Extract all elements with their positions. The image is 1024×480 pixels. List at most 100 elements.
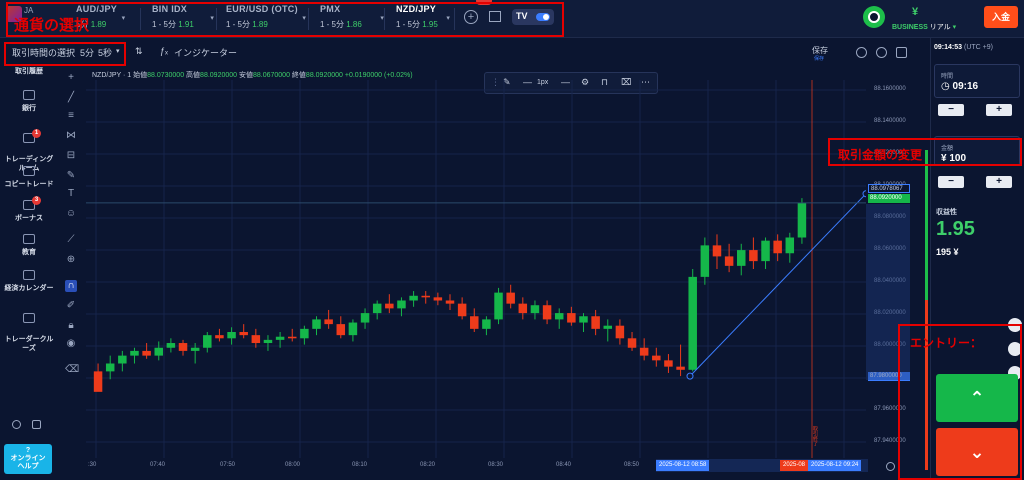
line-width-selector[interactable]: 1px	[537, 79, 549, 86]
zoom-icon[interactable]: ⊕	[66, 254, 76, 265]
candle-body	[251, 335, 261, 344]
compare-icon[interactable]: ⇅	[135, 46, 143, 56]
pattern-icon[interactable]: ⋈	[66, 130, 76, 141]
indicator-icon[interactable]: ƒₓ	[160, 46, 168, 56]
sidebar-item-education[interactable]: 教育	[0, 234, 58, 257]
trendline-handle[interactable]	[686, 372, 694, 380]
layout-icon[interactable]	[489, 11, 501, 22]
sidebar-item-copy-trade[interactable]: コピートレード	[0, 166, 58, 189]
price-tag-low: 87.9800000	[868, 372, 910, 381]
account-selector[interactable]: BUSINESS リアル ▾	[892, 24, 957, 31]
candle-body	[421, 295, 430, 298]
chevron-down-icon[interactable]: ▾	[302, 15, 306, 22]
time-plus-button[interactable]: +	[986, 104, 1012, 116]
online-help-button[interactable]: ? オンライン ヘルプ	[4, 444, 52, 474]
lock-icon[interactable]: 🔒︎	[68, 320, 74, 331]
avatar[interactable]	[863, 6, 885, 28]
help-label: オンライン ヘルプ	[10, 455, 46, 470]
indicator-button[interactable]: インジケーター	[174, 48, 238, 58]
asset-tab-bin-idx[interactable]: BIN IDX 1 - 5分 1.91 ▾	[152, 4, 214, 30]
settings-icon[interactable]: ⚙	[581, 77, 590, 87]
ruler-icon[interactable]: ⟋	[67, 234, 75, 245]
asset-tab-nzd-jpy[interactable]: NZD/JPY 1 - 5分 1.95 ▾	[396, 4, 450, 30]
sidebar-item-calendar[interactable]: 経済カレンダー	[0, 270, 58, 293]
buy-up-button[interactable]: ⌃	[936, 374, 1018, 422]
lock-icon[interactable]: ⊓	[601, 77, 609, 87]
crosshair-icon[interactable]: +	[68, 72, 74, 83]
trash-icon[interactable]: ⌧	[621, 77, 632, 87]
brush-icon[interactable]: ✎	[66, 170, 76, 181]
candle-body	[360, 313, 370, 323]
amount-field[interactable]: 金額 ¥ 100	[934, 136, 1020, 166]
save-button[interactable]: 保存	[812, 46, 828, 55]
time-axis-label: 08:20	[420, 462, 436, 468]
time-axis-label: 08:40	[556, 462, 572, 468]
time-minus-button[interactable]: −	[938, 104, 964, 116]
line-dash-icon[interactable]: —	[561, 77, 570, 87]
sidebar-item-bonus[interactable]: 3 ボーナス	[0, 196, 58, 223]
asset-tab-pmx[interactable]: PMX 1 - 5分 1.86 ▾	[320, 4, 384, 30]
chevron-down-icon[interactable]: ▾	[121, 15, 126, 22]
text-icon[interactable]: T	[67, 188, 75, 199]
info-icon[interactable]	[1008, 342, 1022, 356]
gear-icon[interactable]	[12, 420, 21, 429]
emoji-icon[interactable]: ☺	[65, 208, 77, 219]
channel-icon[interactable]: ⊟	[66, 150, 76, 161]
toggle-switch[interactable]	[536, 13, 550, 21]
drag-icon[interactable]: ⋮	[491, 77, 500, 87]
asset-name: BIN IDX	[152, 4, 188, 14]
time-field[interactable]: 時間 ◷ 09:16	[934, 64, 1020, 98]
chevron-down-icon[interactable]: ▾	[210, 15, 214, 22]
sidebar-item-trading-room[interactable]: 1 トレーディング ルーム	[0, 124, 58, 173]
magnet-icon[interactable]: ∩	[65, 280, 77, 292]
sound-icon[interactable]	[32, 420, 41, 429]
fib-icon[interactable]: ≡	[68, 110, 74, 121]
chart-settings-icon[interactable]	[886, 462, 895, 471]
pencil-lock-icon[interactable]: ✐	[66, 300, 76, 311]
amount-minus-button[interactable]: −	[938, 176, 964, 188]
amount-plus-button[interactable]: +	[986, 176, 1012, 188]
notification-badge: 1	[32, 129, 41, 138]
price-chart[interactable]	[86, 80, 866, 458]
candle-body	[300, 328, 309, 339]
change-value: +0.0190000 (+0.02%)	[344, 72, 413, 79]
asset-tab-aud-jpy[interactable]: AUD/JPY 5分 1.89 ▾	[76, 4, 125, 30]
settings-icon[interactable]	[876, 47, 887, 58]
asset-tab-eur-usd-otc[interactable]: EUR/USD (OTC) 1 - 5分 1.89 ▾	[226, 4, 306, 30]
sidebar-item-cruise[interactable]: トレーダークル ーズ	[0, 304, 58, 353]
asset-time: 5分	[76, 20, 89, 29]
trash-icon[interactable]: ⌫	[65, 364, 80, 375]
price-axis-label: 88.0400000	[874, 278, 906, 284]
chevron-down-icon[interactable]: ▾	[446, 15, 450, 22]
timeframe-selector[interactable]: 5分	[80, 48, 95, 58]
more-icon[interactable]: ⋯	[641, 77, 650, 87]
sidebar-item-history[interactable]: 取引履歴	[0, 66, 58, 76]
top-bar: JA AUD/JPY 5分 1.89 ▾ BIN IDX 1 - 5分 1.91…	[0, 0, 1024, 38]
trendline-handle[interactable]	[862, 190, 866, 198]
time-axis-label: 07:40	[150, 462, 166, 468]
trendline-icon[interactable]: ╱	[67, 92, 75, 103]
time-axis-label: 08:50	[624, 462, 640, 468]
close-label: 終値	[291, 72, 306, 79]
sidebar-item-label: コピートレード	[4, 181, 54, 188]
interval-selector[interactable]: 5秒	[98, 48, 113, 58]
chevron-down-icon[interactable]: ▾	[380, 15, 384, 22]
sell-down-button[interactable]: ⌄	[936, 428, 1018, 476]
candle-body	[518, 303, 528, 314]
eye-icon[interactable]: ◉	[66, 338, 76, 349]
chevron-down-icon[interactable]: ▾	[116, 48, 120, 55]
asset-time: 1 - 5分	[152, 20, 177, 29]
platform-logo[interactable]	[6, 6, 22, 22]
pencil-icon[interactable]: ✎	[503, 77, 511, 87]
camera-icon[interactable]	[896, 47, 907, 58]
add-asset-icon[interactable]: +	[464, 10, 478, 24]
deposit-button[interactable]: 入金	[984, 6, 1018, 28]
sidebar-item-bank[interactable]: 銀行	[0, 90, 58, 113]
candle-body	[215, 335, 224, 339]
line-style-icon[interactable]: —	[523, 77, 532, 87]
tradingview-toggle[interactable]: TV	[512, 9, 554, 25]
trendline-drawing[interactable]	[689, 193, 866, 377]
expiry-label: 取引終了	[812, 426, 818, 446]
screenshot-icon[interactable]	[856, 47, 867, 58]
